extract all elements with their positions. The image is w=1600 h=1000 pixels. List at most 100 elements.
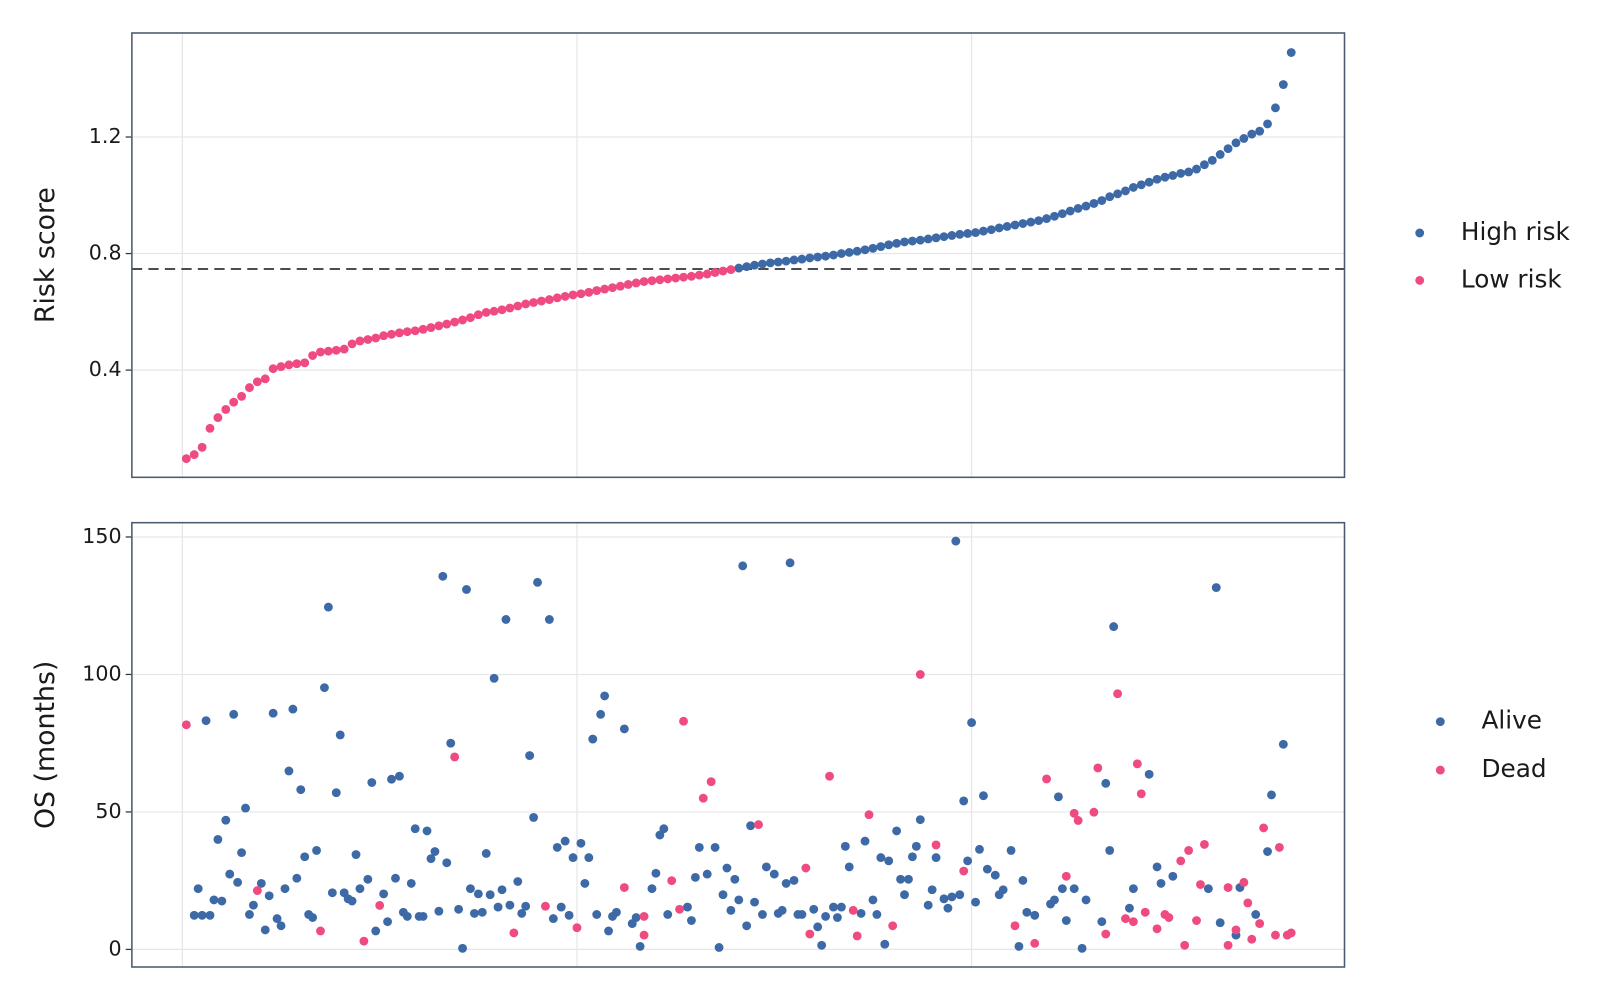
data-point xyxy=(1196,880,1205,889)
data-point xyxy=(979,791,988,801)
data-point xyxy=(564,910,574,920)
data-point xyxy=(580,878,590,888)
data-point xyxy=(1089,199,1099,208)
data-point xyxy=(367,778,377,787)
data-point xyxy=(391,873,400,883)
data-point xyxy=(529,298,539,307)
data-point xyxy=(829,250,838,260)
data-point xyxy=(1211,583,1221,593)
data-point xyxy=(1006,845,1016,855)
data-point xyxy=(351,850,361,859)
data-point xyxy=(1077,943,1087,953)
data-point xyxy=(683,902,692,912)
data-point xyxy=(245,910,254,919)
data-point xyxy=(355,336,365,346)
data-point xyxy=(592,286,602,295)
data-point xyxy=(907,852,917,862)
data-point xyxy=(836,902,846,912)
data-point xyxy=(1203,884,1213,894)
data-point xyxy=(213,834,223,844)
data-point xyxy=(477,907,487,917)
data-point xyxy=(513,877,523,886)
data-point xyxy=(805,253,815,263)
data-point xyxy=(836,249,846,258)
data-point xyxy=(694,842,704,852)
data-point xyxy=(1069,808,1079,818)
data-point xyxy=(821,251,831,261)
data-point xyxy=(1105,845,1115,855)
data-point xyxy=(1176,168,1186,178)
data-point xyxy=(915,815,925,825)
data-point xyxy=(189,910,199,920)
data-point xyxy=(1026,217,1036,227)
plot-background xyxy=(131,32,1345,478)
data-point xyxy=(868,243,878,253)
data-point xyxy=(1069,884,1079,894)
data-point xyxy=(355,884,365,894)
data-point xyxy=(209,895,219,905)
data-point xyxy=(268,364,278,374)
data-point xyxy=(817,940,827,950)
data-point xyxy=(923,900,933,910)
data-point xyxy=(754,820,763,830)
data-point xyxy=(730,874,740,884)
data-point xyxy=(517,908,527,918)
data-point xyxy=(896,874,905,884)
data-point xyxy=(856,908,866,918)
data-point xyxy=(584,853,594,863)
data-point xyxy=(434,321,444,331)
data-point xyxy=(430,847,440,856)
data-point xyxy=(347,896,357,906)
data-point xyxy=(371,333,381,343)
data-point xyxy=(1267,790,1276,800)
data-point xyxy=(418,911,428,921)
data-point xyxy=(797,254,807,264)
data-point xyxy=(1176,856,1186,866)
data-point xyxy=(521,299,531,309)
data-point xyxy=(931,233,941,243)
data-point xyxy=(533,577,542,587)
data-point xyxy=(947,892,957,902)
data-point xyxy=(418,324,428,334)
data-point xyxy=(947,231,957,240)
data-point xyxy=(907,236,917,246)
data-point xyxy=(718,266,728,276)
legend-label: Low risk xyxy=(1461,264,1562,293)
data-point xyxy=(825,771,834,781)
data-point xyxy=(481,849,491,858)
data-point xyxy=(276,921,286,931)
data-point xyxy=(1156,878,1166,888)
data-point xyxy=(363,874,373,884)
data-point xyxy=(702,269,712,279)
data-point xyxy=(1018,875,1028,885)
data-point xyxy=(647,276,657,286)
data-point xyxy=(888,921,898,931)
data-point xyxy=(943,903,953,913)
data-point xyxy=(864,810,874,820)
data-point xyxy=(876,853,886,863)
data-point xyxy=(552,842,562,852)
data-point xyxy=(1231,925,1241,935)
data-point xyxy=(300,852,310,862)
data-point xyxy=(1239,134,1249,143)
data-point xyxy=(635,941,645,951)
data-point xyxy=(844,247,854,257)
data-point xyxy=(544,295,554,305)
data-point xyxy=(1152,862,1162,872)
data-point xyxy=(1271,930,1280,940)
data-point xyxy=(789,875,799,885)
data-point xyxy=(931,840,941,850)
data-point xyxy=(576,838,586,848)
data-point xyxy=(1263,847,1272,856)
data-point xyxy=(750,260,759,270)
data-point xyxy=(726,905,736,915)
data-point xyxy=(1192,916,1201,925)
data-point xyxy=(1136,180,1146,190)
data-point xyxy=(292,873,302,883)
data-point xyxy=(572,923,582,933)
data-point xyxy=(213,413,223,423)
data-point xyxy=(1010,921,1020,931)
data-point xyxy=(497,305,507,315)
data-point xyxy=(619,724,629,734)
data-point xyxy=(1184,845,1194,855)
